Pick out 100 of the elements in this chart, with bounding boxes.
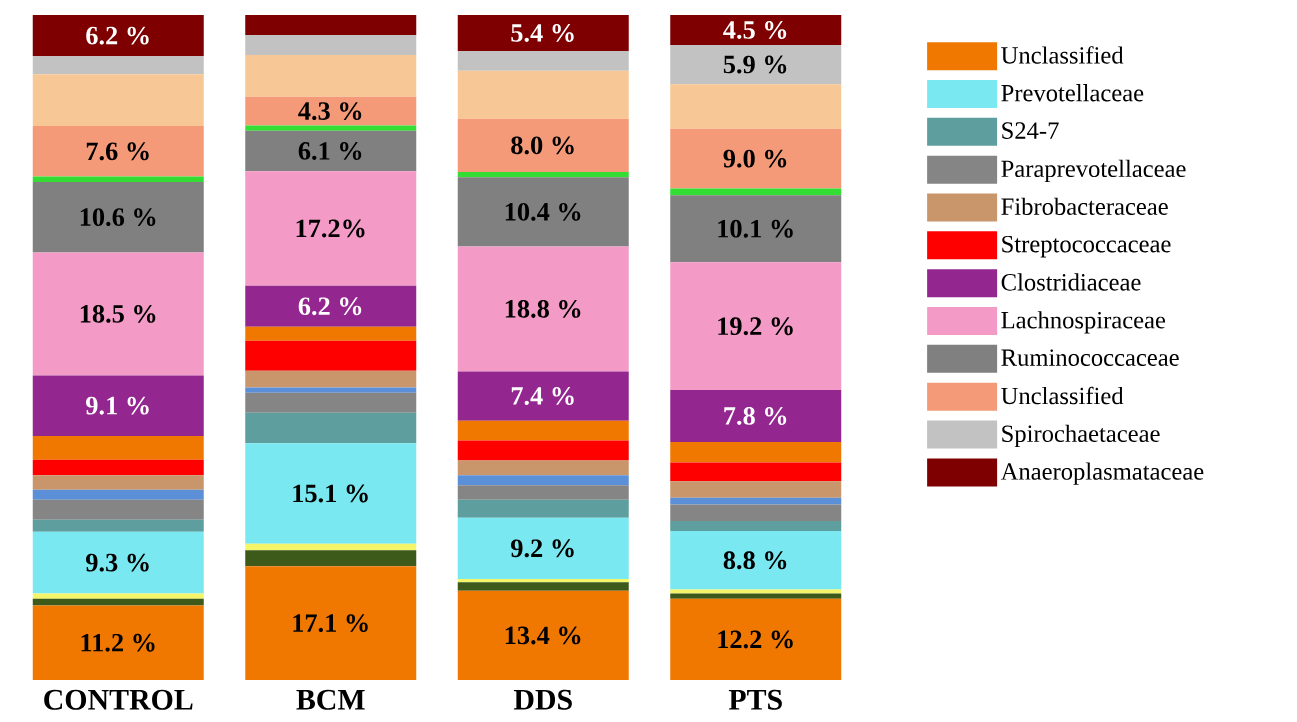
data-label: 6.2 % <box>298 297 362 316</box>
bar <box>670 531 842 590</box>
data-label: 10.6 % <box>80 208 156 227</box>
bar <box>245 370 417 388</box>
bar <box>245 14 417 35</box>
bar <box>245 34 417 55</box>
bar <box>457 177 629 247</box>
bar <box>245 125 417 131</box>
bar <box>670 497 842 505</box>
data-label: 5.4 % <box>511 23 574 42</box>
bar <box>245 340 417 371</box>
bar <box>670 589 842 594</box>
bar <box>245 550 417 567</box>
data-label: 9.1 % <box>86 396 149 415</box>
bar <box>457 485 629 500</box>
bar <box>670 521 842 532</box>
legend-label: Clostridiaceae <box>1001 273 1141 291</box>
data-label: 6.1 % <box>298 142 362 160</box>
bar <box>457 171 629 178</box>
bar <box>670 128 842 189</box>
bar <box>32 605 204 680</box>
bar <box>457 460 629 476</box>
bar <box>457 420 629 441</box>
bar <box>32 519 204 532</box>
bar <box>245 566 417 680</box>
data-label: 9.2 % <box>511 539 574 558</box>
data-label: 9.3 % <box>86 553 149 572</box>
data-label: 11.2 % <box>81 633 155 652</box>
bar <box>670 195 842 263</box>
data-label: 7.4 % <box>511 387 574 405</box>
bar <box>670 84 842 129</box>
legend-label: Ruminococcaceae <box>1001 349 1179 366</box>
bar <box>457 578 629 583</box>
data-label: 17.1 % <box>293 614 368 633</box>
bar <box>457 475 629 486</box>
bar <box>32 126 204 177</box>
data-label: 19.2 % <box>718 317 793 336</box>
bar <box>32 499 204 520</box>
bar <box>457 371 629 421</box>
legend-label: Streptococcaceae <box>1002 235 1171 258</box>
bar <box>457 50 629 71</box>
legend-label: Prevotellaceae <box>1001 84 1144 102</box>
bar <box>245 543 417 551</box>
x-tick-label: PTS <box>728 689 782 710</box>
data-label: 12.2 % <box>718 630 793 649</box>
bar <box>670 44 842 85</box>
bar <box>32 435 204 460</box>
data-label: 17.2% <box>296 219 365 238</box>
bar <box>32 531 204 594</box>
bar <box>245 443 417 544</box>
bar <box>245 96 417 126</box>
bar <box>670 504 842 522</box>
bar <box>670 390 842 442</box>
data-label: 8.8 % <box>723 551 787 570</box>
bar <box>457 246 629 372</box>
bar <box>32 181 204 253</box>
bar <box>457 517 629 579</box>
data-label: 9.0 % <box>723 149 787 168</box>
bar <box>245 130 417 172</box>
bar <box>245 326 417 341</box>
bar <box>245 171 417 286</box>
bar <box>670 262 842 391</box>
bar <box>457 70 629 119</box>
legend-label: Unclassified <box>1001 46 1124 64</box>
data-label: 6.2 % <box>86 26 149 45</box>
bar <box>670 188 842 196</box>
bar <box>32 475 204 490</box>
bar <box>32 74 204 127</box>
bar <box>32 598 204 606</box>
bar <box>32 375 204 436</box>
bar <box>32 56 204 75</box>
data-label: 7.8 % <box>724 407 787 425</box>
data-label: 4.3 % <box>298 102 362 121</box>
x-tick-label: BCM <box>296 689 365 710</box>
bar <box>670 481 842 498</box>
bar <box>32 489 204 500</box>
data-label: 8.0 % <box>511 136 574 155</box>
bar <box>670 441 842 463</box>
data-label: 15.1 % <box>293 484 368 503</box>
x-tick-label: DDS <box>513 689 572 710</box>
bar <box>457 590 629 680</box>
bar <box>245 387 417 393</box>
bar <box>670 598 842 680</box>
bar <box>32 252 204 376</box>
legend-label: S24-7 <box>1002 122 1059 139</box>
data-label: 13.4 % <box>505 626 581 645</box>
bar <box>32 14 204 57</box>
legend-label: Spirochaetaceae <box>1002 424 1160 447</box>
data-label: 7.6 % <box>86 142 149 161</box>
data-label: 10.4 % <box>505 202 581 221</box>
legend-label: Fibrobacteraceae <box>1001 197 1168 215</box>
data-label: 5.9 % <box>723 55 787 74</box>
bar <box>670 14 842 45</box>
bar <box>457 499 629 518</box>
data-label: 18.8 % <box>505 299 581 318</box>
data-label: 18.5 % <box>80 304 156 323</box>
bar <box>245 412 417 444</box>
bar <box>245 54 417 97</box>
legend-label: Unclassified <box>1001 386 1124 405</box>
x-tick-label: CONTROL <box>44 689 193 710</box>
